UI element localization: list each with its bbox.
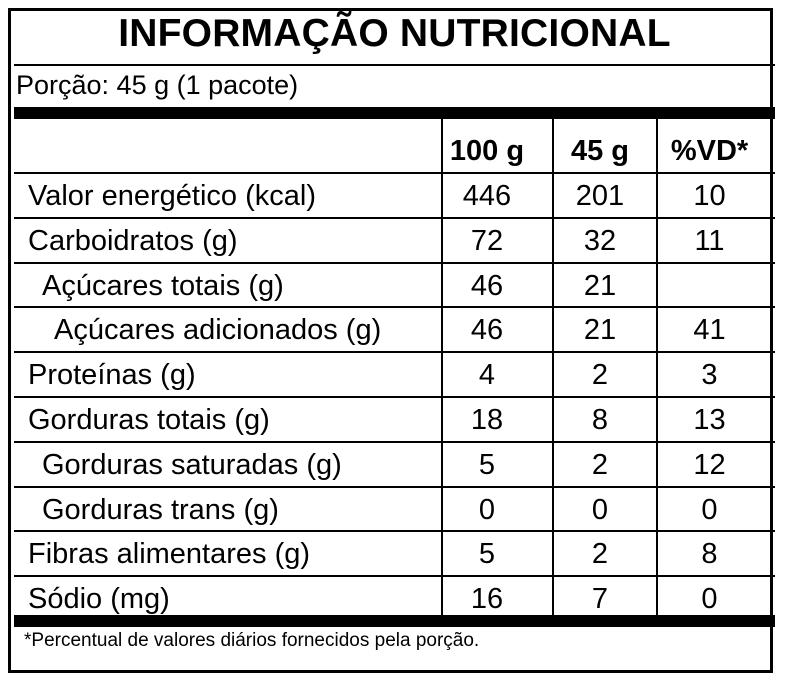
column-divider-2 — [552, 119, 554, 615]
row-divider — [14, 530, 775, 532]
header-daily-value: %VD* — [670, 135, 749, 167]
label-title: INFORMAÇÃO NUTRICIONAL — [118, 12, 671, 55]
row-divider — [14, 306, 775, 308]
table-row: Sódio (mg) 16 7 0 — [14, 576, 775, 620]
row-divider — [14, 351, 775, 353]
column-divider-1 — [441, 119, 443, 615]
value-daily-percent: 13 — [693, 404, 726, 436]
value-per-portion: 2 — [591, 359, 609, 391]
value-daily-percent: 41 — [693, 314, 726, 346]
row-divider — [14, 396, 775, 398]
value-per-100g: 18 — [470, 404, 504, 436]
footnote: *Percentual de valores diários fornecido… — [24, 630, 480, 651]
value-per-100g: 46 — [470, 314, 504, 346]
table-row: Gorduras trans (g) 0 0 0 — [14, 487, 775, 531]
nutrient-name: Gorduras trans (g) — [42, 494, 279, 526]
value-per-100g: 446 — [462, 180, 512, 212]
table-row: Fibras alimentares (g) 5 2 8 — [14, 531, 775, 575]
value-per-portion: 8 — [591, 404, 609, 436]
row-divider — [14, 441, 775, 443]
row-divider — [14, 262, 775, 264]
table-row: Gorduras saturadas (g) 5 2 12 — [14, 442, 775, 486]
nutrient-name: Sódio (mg) — [28, 583, 170, 615]
row-divider — [14, 217, 775, 219]
value-per-100g: 4 — [478, 359, 496, 391]
table-row: Gorduras totais (g) 18 8 13 — [14, 397, 775, 441]
value-daily-percent: 3 — [701, 359, 718, 391]
value-daily-percent — [658, 263, 761, 307]
value-daily-percent: 11 — [694, 225, 725, 257]
value-per-portion: 21 — [583, 314, 617, 346]
header-per-100g: 100 g — [449, 135, 525, 167]
footer-divider — [14, 615, 775, 627]
table-row: Açúcares adicionados (g) 46 21 41 — [14, 307, 775, 351]
row-divider — [14, 486, 775, 488]
portion-divider — [14, 107, 775, 119]
value-daily-percent: 0 — [701, 583, 718, 615]
column-divider-3 — [656, 119, 658, 615]
value-daily-percent: 0 — [701, 494, 718, 526]
table-row: Valor energético (kcal) 446 201 10 — [14, 173, 775, 217]
header-divider — [14, 172, 775, 174]
nutrient-name: Gorduras saturadas (g) — [42, 449, 342, 481]
nutrition-label — [8, 8, 773, 673]
value-daily-percent: 12 — [693, 449, 726, 481]
value-per-portion: 32 — [583, 225, 617, 257]
nutrient-name: Valor energético (kcal) — [28, 180, 316, 212]
portion-size: Porção: 45 g (1 pacote) — [16, 70, 299, 100]
nutrient-name: Carboidratos (g) — [28, 225, 238, 257]
value-per-100g: 5 — [478, 538, 496, 570]
value-per-portion: 0 — [591, 494, 609, 526]
table-row: Proteínas (g) 4 2 3 — [14, 352, 775, 396]
nutrient-name: Gorduras totais (g) — [28, 404, 270, 436]
nutrient-name: Açúcares totais (g) — [42, 270, 284, 302]
value-per-portion: 2 — [591, 449, 609, 481]
value-per-100g: 0 — [478, 494, 496, 526]
title-divider — [14, 64, 775, 66]
header-per-portion: 45 g — [570, 135, 630, 167]
value-per-portion: 7 — [591, 583, 609, 615]
table-row: Açúcares totais (g) 46 21 — [14, 263, 775, 307]
table-header-row: 100 g 45 g %VD* — [14, 128, 775, 172]
value-daily-percent: 10 — [693, 180, 726, 212]
nutrient-name: Fibras alimentares (g) — [28, 538, 311, 570]
value-per-100g: 16 — [470, 583, 504, 615]
nutrient-name: Açúcares adicionados (g) — [54, 314, 382, 346]
value-per-portion: 21 — [583, 270, 617, 302]
row-divider — [14, 575, 775, 577]
value-per-portion: 201 — [575, 180, 625, 212]
table-row: Carboidratos (g) 72 32 11 — [14, 218, 775, 262]
nutrient-name: Proteínas (g) — [28, 359, 196, 391]
value-per-100g: 5 — [478, 449, 496, 481]
value-per-100g: 46 — [470, 270, 504, 302]
value-per-portion: 2 — [591, 538, 609, 570]
value-daily-percent: 8 — [701, 538, 718, 570]
value-per-100g: 72 — [470, 225, 504, 257]
